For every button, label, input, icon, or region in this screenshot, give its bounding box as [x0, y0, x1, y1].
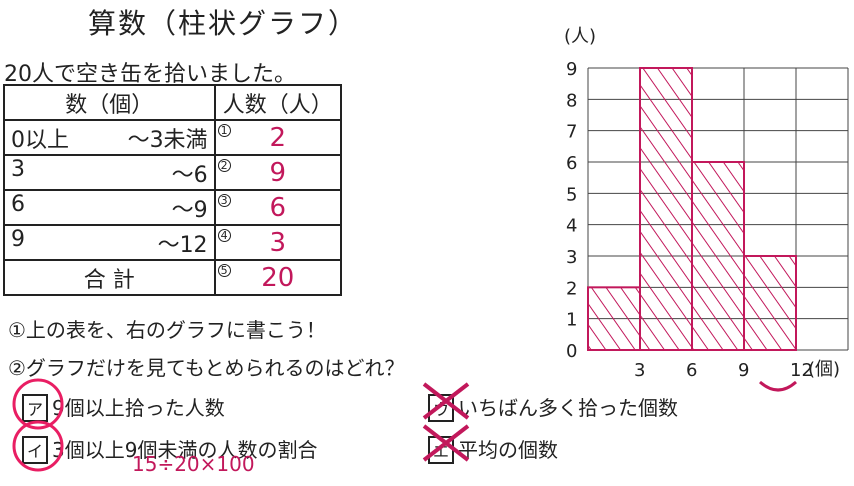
option-text: いちばん多く拾った個数	[458, 396, 679, 420]
people-value: 3	[269, 227, 287, 258]
cross-mark-u2	[422, 382, 470, 420]
table-row: 9 〜12 4 3	[3, 224, 343, 261]
people-value: 2	[269, 122, 287, 153]
question-2: ②グラフだけを見てもとめられるのはどれ？	[8, 356, 405, 380]
x-tick-label: 3	[634, 360, 645, 381]
page-title: 算数（柱状グラフ）	[88, 7, 359, 40]
header-count: 数（個）	[3, 84, 216, 121]
row-number: 5	[217, 264, 231, 277]
row-number: 1	[217, 124, 231, 137]
bar-3-6	[639, 67, 693, 351]
x-tick-label: 12	[790, 360, 813, 381]
y-tick-label: 6	[566, 153, 577, 174]
intro-text: 20人で空き缶を拾いました。	[4, 62, 296, 87]
row-number: 2	[217, 159, 231, 172]
option-i: イ 3個以上9個未満の人数の割合	[22, 434, 317, 464]
total-value: 20	[261, 262, 295, 293]
y-tick-label: 2	[566, 278, 577, 299]
people-value: 9	[269, 157, 287, 188]
y-tick-label: 7	[566, 122, 577, 143]
range-from: 0以上	[11, 127, 69, 153]
people-value: 6	[269, 192, 287, 223]
range-to: 〜12	[157, 232, 208, 258]
question-1: ①上の表を、右のグラフに書こう！	[8, 318, 326, 342]
y-tick-label: 5	[566, 184, 577, 205]
calculation: 15÷20×100	[132, 452, 255, 476]
bar-9-12	[743, 255, 797, 351]
circle-mark-i	[12, 420, 64, 472]
y-tick-label: 8	[566, 90, 577, 111]
x-tick-label: 9	[738, 360, 749, 381]
option-text: 9個以上拾った人数	[52, 396, 225, 420]
total-label: 合 計	[3, 259, 216, 296]
range-from: 9	[11, 226, 25, 252]
table-row: 3 〜6 2 9	[3, 154, 343, 191]
cross-mark-e2	[422, 424, 470, 462]
row-number: 3	[217, 194, 231, 207]
bar-0-3	[587, 286, 641, 352]
header-people: 人数（人）	[213, 84, 343, 121]
x-tick-label: 6	[686, 360, 697, 381]
range-to: 〜6	[171, 162, 208, 188]
bar-6-9	[691, 161, 745, 351]
x-axis-label: (個)	[808, 359, 840, 380]
y-tick-label: 9	[566, 59, 577, 80]
option-text: 3個以上9個未満の人数の割合	[52, 438, 318, 462]
table-total-row: 合 計 5 20	[3, 259, 343, 296]
y-axis-label: (人)	[564, 26, 596, 47]
table-header-row: 数（個） 人数（人）	[3, 84, 343, 121]
range-from: 6	[11, 191, 25, 217]
underline-mark	[759, 380, 797, 392]
table-row: 0以上 〜3未満 1 2	[3, 119, 343, 156]
range-to: 〜3未満	[127, 127, 208, 153]
y-tick-label: 0	[566, 341, 577, 362]
option-text: 平均の個数	[458, 438, 559, 462]
y-tick-label: 1	[566, 310, 577, 331]
y-tick-label: 4	[566, 216, 577, 237]
range-to: 〜9	[171, 197, 208, 223]
circle-mark-a	[12, 378, 64, 430]
range-from: 3	[11, 156, 25, 182]
frequency-table: 数（個） 人数（人） 0以上 〜3未満 1 2 3 〜6 2 9 6 〜9 3 6 9 〜12…	[3, 84, 343, 296]
y-tick-label: 3	[566, 247, 577, 268]
option-mark: イ	[22, 436, 49, 464]
row-number: 4	[217, 229, 231, 242]
table-row: 6 〜9 3 6	[3, 189, 343, 226]
